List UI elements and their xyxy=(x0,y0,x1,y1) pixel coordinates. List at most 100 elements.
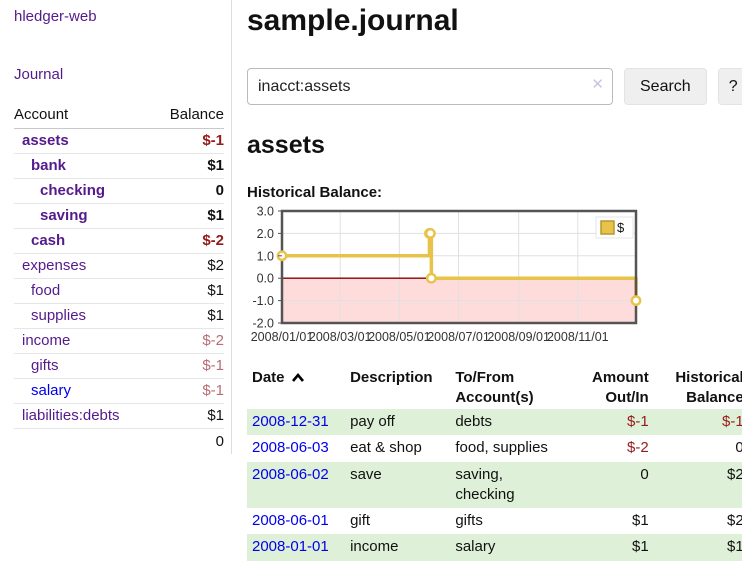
svg-text:-2.0: -2.0 xyxy=(252,317,274,331)
svg-text:0.0: 0.0 xyxy=(257,272,274,286)
register-row: 2008-06-02 save saving, checking 0 $2 xyxy=(247,461,742,508)
accounts-table: Account Balance assets $-1 bank $1 checking 0… xyxy=(14,104,224,454)
brand-link[interactable]: hledger-web xyxy=(14,8,97,25)
transaction-accounts: gifts xyxy=(455,512,483,529)
account-link[interactable]: bank xyxy=(31,157,67,174)
transaction-balance: $2 xyxy=(727,465,742,483)
register-row: 2008-06-01 gift gifts $1 $2 xyxy=(247,508,742,534)
account-row: assets $-1 xyxy=(14,128,224,154)
account-row: income $-2 xyxy=(14,328,224,354)
header-label: Historical xyxy=(675,369,742,386)
app-window: hledger-web Journal Account Balance asse… xyxy=(0,0,742,561)
account-heading: assets xyxy=(247,131,325,159)
help-button[interactable]: ? xyxy=(717,68,742,105)
search-input[interactable] xyxy=(247,68,613,105)
sidebar-item-journal[interactable]: Journal xyxy=(14,66,64,83)
transaction-date-link[interactable]: 2008-06-01 xyxy=(252,512,329,529)
account-link[interactable]: cash xyxy=(31,232,66,249)
accounts-total-balance: 0 xyxy=(152,428,224,454)
account-balance: $-1 xyxy=(202,382,224,399)
account-row: gifts $-1 xyxy=(14,353,224,379)
account-balance: $1 xyxy=(207,207,224,224)
register-table: Date Description To/From Account(s) Amount Ou… xyxy=(247,366,742,561)
account-link[interactable]: food xyxy=(31,282,61,299)
svg-text:2008/11/01: 2008/11/01 xyxy=(547,330,609,344)
account-link[interactable]: supplies xyxy=(31,307,87,324)
search-button[interactable]: Search xyxy=(624,68,707,105)
sort-asc-icon xyxy=(291,372,304,382)
svg-text:2008/09/01: 2008/09/01 xyxy=(487,330,550,344)
transaction-accounts: saving, checking xyxy=(455,465,515,503)
transaction-balance: $1 xyxy=(727,538,742,556)
register-col-header[interactable]: Date xyxy=(247,366,345,409)
account-link[interactable]: gifts xyxy=(31,357,59,374)
account-row: cash $-2 xyxy=(14,228,224,254)
register-col-header: To/From Account(s) xyxy=(450,366,564,409)
account-link[interactable]: checking xyxy=(40,182,106,199)
account-balance: 0 xyxy=(215,182,224,199)
main-content: sample.journal ✕ Search ? assets Histori… xyxy=(232,0,742,561)
register-col-header: Description xyxy=(345,366,450,409)
transaction-amount: 0 xyxy=(640,465,649,483)
register-row: 2008-01-01 income salary $1 $1 xyxy=(247,534,742,561)
account-balance: $-2 xyxy=(202,332,224,349)
account-balance: $-2 xyxy=(202,232,224,249)
svg-text:3.0: 3.0 xyxy=(257,206,274,219)
transaction-balance: $-1 xyxy=(722,413,742,430)
account-row: checking 0 xyxy=(14,178,224,204)
account-link[interactable]: salary xyxy=(31,382,72,399)
header-label: Date xyxy=(252,369,285,386)
clear-search-icon[interactable]: ✕ xyxy=(591,76,604,93)
register-col-header: Amount Out/In xyxy=(564,366,654,409)
account-row: bank $1 xyxy=(14,153,224,179)
header-label: To/From xyxy=(455,369,515,386)
svg-text:2008/05/01: 2008/05/01 xyxy=(368,330,431,344)
transaction-description: gift xyxy=(350,512,371,529)
header-label: Amount xyxy=(592,369,649,386)
transaction-description: income xyxy=(350,538,399,556)
transaction-accounts: salary xyxy=(455,538,496,556)
transaction-date-link[interactable]: 2008-12-31 xyxy=(252,413,329,430)
transaction-balance: $2 xyxy=(727,512,742,529)
account-row: expenses $2 xyxy=(14,253,224,279)
account-row: liabilities:debts $1 xyxy=(14,403,224,429)
register-col-header: Historical Balance xyxy=(654,366,742,409)
svg-text:2.0: 2.0 xyxy=(257,227,274,241)
register-row: 2008-06-03 eat & shop food, supplies $-2 0 xyxy=(247,435,742,461)
svg-text:-1.0: -1.0 xyxy=(252,294,274,308)
transaction-accounts: debts xyxy=(455,413,493,430)
chart-title: Historical Balance: xyxy=(247,184,383,201)
transaction-date-link[interactable]: 2008-06-03 xyxy=(252,439,329,457)
account-link[interactable]: assets xyxy=(22,132,69,149)
transaction-amount: $1 xyxy=(632,512,649,529)
account-row: saving $1 xyxy=(14,203,224,229)
account-link[interactable]: income xyxy=(22,332,71,349)
accounts-total-row: 0 xyxy=(14,428,224,454)
search-form: ✕ Search ? xyxy=(247,68,742,105)
header-label: Description xyxy=(350,369,433,386)
svg-text:2008/07/01: 2008/07/01 xyxy=(427,330,490,344)
svg-text:2008/01/01: 2008/01/01 xyxy=(251,330,314,344)
transaction-accounts: food, supplies xyxy=(455,439,548,457)
transaction-amount: $-2 xyxy=(627,439,649,457)
transaction-date-link[interactable]: 2008-01-01 xyxy=(252,538,329,556)
svg-text:$: $ xyxy=(617,220,625,235)
accounts-col-account: Account xyxy=(14,104,153,129)
page-title: sample.journal xyxy=(247,4,459,37)
register-header-row: Date Description To/From Account(s) Amount Ou… xyxy=(247,366,742,409)
account-row: salary $-1 xyxy=(14,378,224,404)
register-row: 2008-12-31 pay off debts $-1 $-1 xyxy=(247,409,742,436)
account-balance: $1 xyxy=(207,157,224,174)
account-balance: $-1 xyxy=(202,357,224,374)
transaction-date-link[interactable]: 2008-06-02 xyxy=(252,465,329,483)
transaction-balance: 0 xyxy=(735,439,742,457)
accounts-col-balance: Balance xyxy=(152,104,224,129)
sidebar: hledger-web Journal Account Balance asse… xyxy=(0,0,232,454)
svg-text:1.0: 1.0 xyxy=(257,249,274,263)
account-link[interactable]: saving xyxy=(40,207,88,224)
account-balance: $1 xyxy=(207,307,224,324)
account-link[interactable]: expenses xyxy=(22,257,87,274)
header-label: Balance xyxy=(686,388,742,406)
transaction-description: pay off xyxy=(350,413,395,430)
account-link[interactable]: liabilities:debts xyxy=(22,407,120,424)
